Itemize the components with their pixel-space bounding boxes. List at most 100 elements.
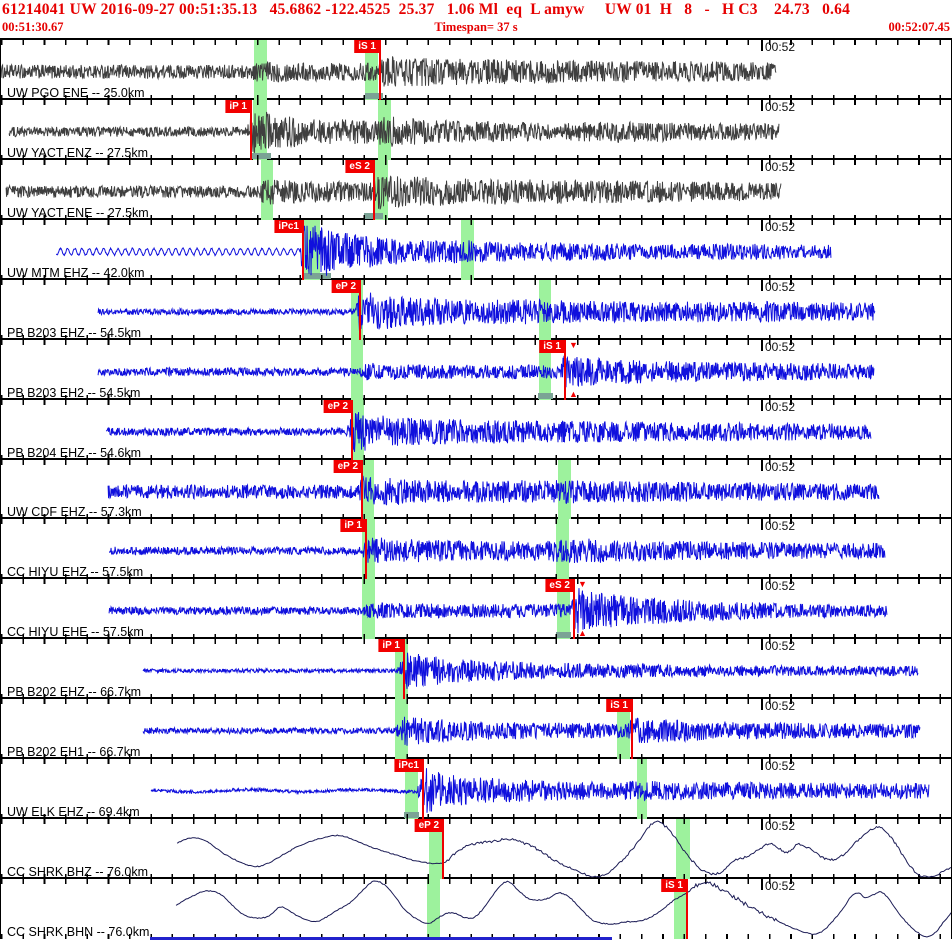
pick-flag[interactable]: eP 2 [331, 279, 360, 293]
pick-marker-down-icon: ▼ [569, 339, 578, 350]
pick-line[interactable] [442, 819, 444, 880]
trace-row-pb-b203-ehz[interactable]: eP 2 00:52 PB B203 EHZ -- 54.5km [1, 277, 951, 340]
pick-window[interactable] [405, 759, 418, 820]
time-tick-strip [1, 699, 951, 705]
pick-line[interactable] [373, 159, 375, 220]
time-tick-strip [1, 639, 951, 645]
pick-window[interactable] [261, 159, 273, 220]
pick-flag[interactable]: iP 1 [225, 99, 251, 113]
trace-row-uw-elk-ehz[interactable]: iPc1 00:52 UW ELK EHZ -- 69.4km [1, 757, 951, 820]
waveform [142, 652, 919, 690]
pick-line[interactable] [365, 519, 367, 580]
minute-tick [761, 279, 763, 291]
pick-flag[interactable]: eP 2 [414, 819, 443, 833]
time-tick-strip [1, 694, 951, 700]
pick-window[interactable] [361, 459, 374, 520]
waveform [5, 175, 782, 210]
minute-tick [761, 219, 763, 231]
station-label: UW MTM EHZ -- 42.0km [7, 265, 145, 280]
trace-row-uw-yact-ene[interactable]: eS 2 00:52 UW YACT ENE -- 27.5km [1, 157, 951, 220]
pick-line[interactable] [361, 459, 363, 520]
station-label: UW CDF EHZ -- 57.3km [7, 505, 142, 520]
time-tick-label: 00:52 [765, 879, 796, 894]
pick-line[interactable] [573, 579, 575, 640]
station-label: UW PGO ENE -- 25.0km [7, 85, 145, 100]
pick-flag[interactable]: iS 1 [606, 699, 632, 713]
time-tick-strip [1, 399, 951, 405]
window-end-time: 00:52:07.45 [888, 20, 950, 34]
pick-line[interactable] [351, 399, 353, 460]
pick-flag[interactable]: iPc1 [274, 219, 303, 233]
pick-window[interactable] [427, 879, 440, 939]
trace-row-cc-shrk-bhz[interactable]: eP 2 00:52 CC SHRK BHZ -- 76.0km [1, 817, 951, 880]
time-tick-strip [1, 879, 951, 885]
waveform [1, 56, 777, 87]
trace-row-uw-cdf-ehz[interactable]: eP 2 00:52 UW CDF EHZ -- 57.3km [1, 457, 951, 520]
pick-window[interactable] [558, 459, 571, 520]
trace-row-pb-b202-eh1[interactable]: iS 1 00:52 PB B202 EH1 -- 66.7km [1, 697, 951, 760]
pick-marker-down-icon: ▼ [578, 579, 587, 590]
trace-row-uw-yact-enz[interactable]: iP 1 00:52 UW YACT ENZ -- 27.5km [1, 97, 951, 160]
station-label: UW YACT ENZ -- 27.5km [7, 145, 148, 160]
pick-line[interactable] [302, 219, 304, 280]
time-tick-strip [1, 40, 951, 45]
pick-line[interactable] [686, 879, 688, 939]
time-tick-strip [1, 274, 951, 280]
minute-tick [761, 639, 763, 651]
pick-marker-up-icon: ▲ [578, 628, 587, 639]
time-tick-strip [1, 519, 951, 525]
pick-flag[interactable]: iS 1 [354, 40, 380, 53]
time-tick-strip [1, 159, 951, 165]
station-label: UW YACT ENE -- 27.5km [7, 205, 149, 220]
pick-flag[interactable]: iP 1 [340, 519, 366, 533]
pick-flag[interactable]: eS 2 [345, 159, 374, 173]
time-header: 00:51:30.67 Timespan= 37 s 00:52:07.45 [0, 20, 952, 35]
time-tick-strip [1, 459, 951, 465]
pick-window[interactable] [556, 519, 569, 580]
time-tick-label: 00:52 [765, 159, 796, 174]
pick-line[interactable] [422, 759, 424, 820]
trace-row-cc-shrk-bhn[interactable]: iS 1 00:52 CC SHRK BHN -- 76.0km [1, 877, 951, 939]
minute-tick [761, 879, 763, 891]
pick-window[interactable] [362, 579, 375, 640]
station-label: PB B203 EHZ -- 54.5km [7, 325, 142, 340]
time-tick-label: 00:52 [765, 639, 796, 654]
time-tick-label: 00:52 [765, 219, 796, 234]
trace-row-cc-hiyu-ehe[interactable]: eS 2 ▼ ▲ 00:52 CC HIYU EHE -- 57.5km [1, 577, 951, 640]
minute-tick [761, 519, 763, 531]
trace-row-cc-hiyu-ehz[interactable]: iP 1 00:52 CC HIYU EHZ -- 57.5km [1, 517, 951, 580]
trace-row-pb-b204-ehz[interactable]: eP 2 00:52 PB B204 EHZ -- 54.6km [1, 397, 951, 460]
station-label: CC SHRK BHZ -- 76.0km [7, 865, 148, 880]
station-label: PB B202 EHZ -- 66.7km [7, 685, 142, 700]
pick-line[interactable] [379, 40, 381, 100]
pick-flag[interactable]: eP 2 [333, 459, 362, 473]
pick-window[interactable] [676, 819, 690, 880]
pick-line[interactable] [564, 339, 566, 400]
pick-line[interactable] [359, 279, 361, 340]
pick-flag[interactable]: iP 1 [378, 639, 404, 653]
time-tick-label: 00:52 [765, 519, 796, 534]
waveform [55, 225, 832, 276]
pick-flag[interactable]: eP 2 [323, 399, 352, 413]
station-label: UW ELK EHZ -- 69.4km [7, 805, 140, 820]
pick-line[interactable] [250, 99, 252, 160]
pick-flag[interactable]: iS 1 [661, 879, 687, 893]
pick-line[interactable] [631, 699, 633, 760]
trace-row-uw-mtm-ehz[interactable]: iPc1 00:52 UW MTM EHZ -- 42.0km [1, 217, 951, 280]
minute-tick [761, 819, 763, 831]
pick-line[interactable] [403, 639, 405, 700]
trace-row-pb-b203-eh2[interactable]: iS 1 ▼ ▲ 00:52 PB B203 EH2 -- 54.5km [1, 337, 951, 400]
trace-row-uw-pgo-ene[interactable]: iS 1 00:52 UW PGO ENE -- 25.0km [1, 38, 951, 100]
pick-window[interactable] [674, 879, 687, 939]
minute-tick [761, 699, 763, 711]
pick-flag[interactable]: iPc1 [394, 759, 423, 773]
minute-tick [761, 99, 763, 111]
pick-window[interactable] [461, 219, 474, 280]
time-tick-label: 00:52 [765, 99, 796, 114]
pick-flag[interactable]: iS 1 [539, 339, 565, 353]
pick-flag[interactable]: eS 2 [545, 579, 574, 593]
time-tick-label: 00:52 [765, 759, 796, 774]
time-tick-strip [1, 514, 951, 520]
trace-row-pb-b202-ehz[interactable]: iP 1 00:52 PB B202 EHZ -- 66.7km [1, 637, 951, 700]
station-label: PB B203 EH2 -- 54.5km [7, 385, 141, 400]
